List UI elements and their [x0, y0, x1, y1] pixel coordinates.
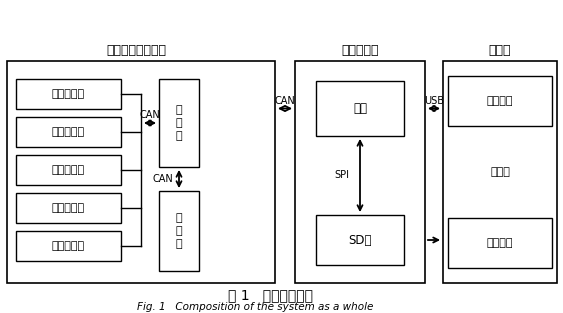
Bar	[159, 191, 199, 271]
Bar	[448, 76, 552, 126]
Text: 控
制
器: 控 制 器	[176, 105, 182, 141]
Bar	[16, 231, 121, 261]
Bar	[443, 61, 557, 283]
Bar	[159, 79, 199, 167]
Text: CAN: CAN	[275, 95, 296, 105]
Bar	[295, 61, 425, 283]
Text: SD卡: SD卡	[348, 233, 372, 247]
Bar	[16, 155, 121, 185]
Text: 液位传感器: 液位传感器	[52, 241, 85, 251]
Text: 压力传感器: 压力传感器	[52, 127, 85, 137]
Text: CAN: CAN	[153, 174, 173, 184]
Text: 数据记录仪: 数据记录仪	[341, 44, 379, 58]
Text: CAN: CAN	[140, 110, 160, 120]
Text: 参数配置: 参数配置	[487, 96, 513, 106]
Text: 倾角传感器: 倾角传感器	[52, 165, 85, 175]
Text: 计算机: 计算机	[489, 44, 511, 58]
Text: USB: USB	[424, 95, 444, 105]
Bar	[16, 193, 121, 223]
Text: SPI: SPI	[334, 171, 350, 181]
Text: 主板: 主板	[353, 102, 367, 115]
Text: 图 1   系统整体构成: 图 1 系统整体构成	[227, 288, 312, 302]
Text: 温度传感器: 温度传感器	[52, 203, 85, 213]
Bar	[16, 117, 121, 147]
Text: 上位机: 上位机	[490, 167, 510, 177]
Bar	[16, 79, 121, 109]
Text: 数据处理: 数据处理	[487, 238, 513, 248]
Bar	[448, 218, 552, 268]
Text: 发动机参数: 发动机参数	[52, 89, 85, 99]
Text: Fig. 1   Composition of the system as a whole: Fig. 1 Composition of the system as a wh…	[137, 302, 373, 312]
Text: 车载钻机电控系统: 车载钻机电控系统	[106, 44, 166, 58]
Bar	[7, 61, 275, 283]
Bar	[316, 215, 404, 265]
Bar	[316, 81, 404, 136]
Text: 显
示
器: 显 示 器	[176, 213, 182, 249]
